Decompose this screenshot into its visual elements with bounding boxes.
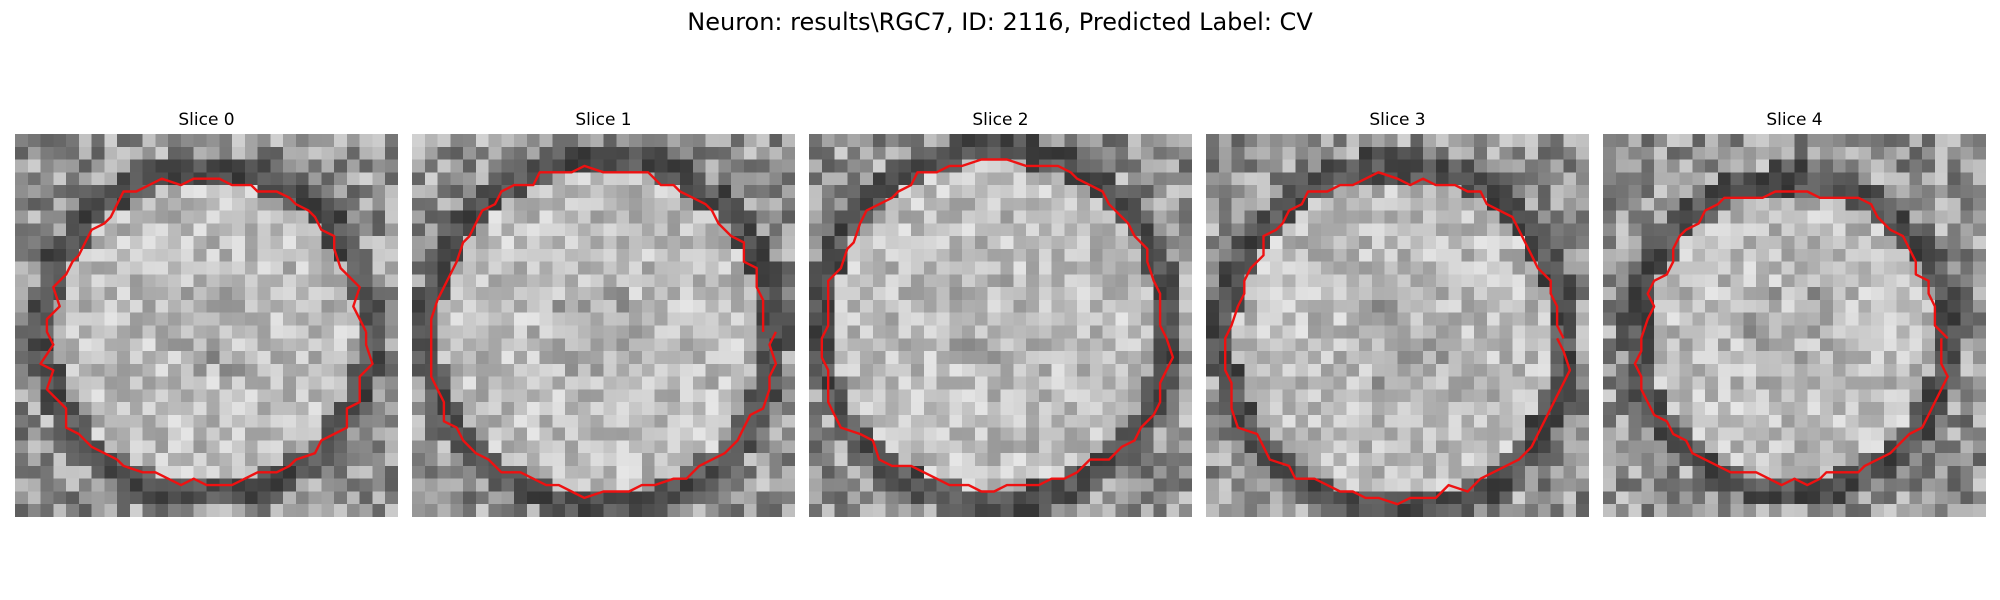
slice-title-3: Slice 3	[1369, 110, 1426, 130]
slice-panel-2: Slice 2	[809, 110, 1192, 520]
slice-panel-0: Slice 0	[15, 110, 398, 520]
slice-image-1	[412, 134, 795, 517]
slice-title-2: Slice 2	[972, 110, 1029, 130]
slice-panel-4: Slice 4	[1603, 110, 1986, 520]
slice-image-4	[1603, 134, 1986, 517]
slice-image-2	[809, 134, 1192, 517]
figure-title: Neuron: results\RGC7, ID: 2116, Predicte…	[687, 8, 1313, 36]
slice-title-4: Slice 4	[1766, 110, 1823, 130]
slice-title-0: Slice 0	[178, 110, 235, 130]
slice-image-0	[15, 134, 398, 517]
slice-panel-1: Slice 1	[412, 110, 795, 520]
slice-image-3	[1206, 134, 1589, 517]
slice-title-1: Slice 1	[575, 110, 632, 130]
slice-panel-3: Slice 3	[1206, 110, 1589, 520]
